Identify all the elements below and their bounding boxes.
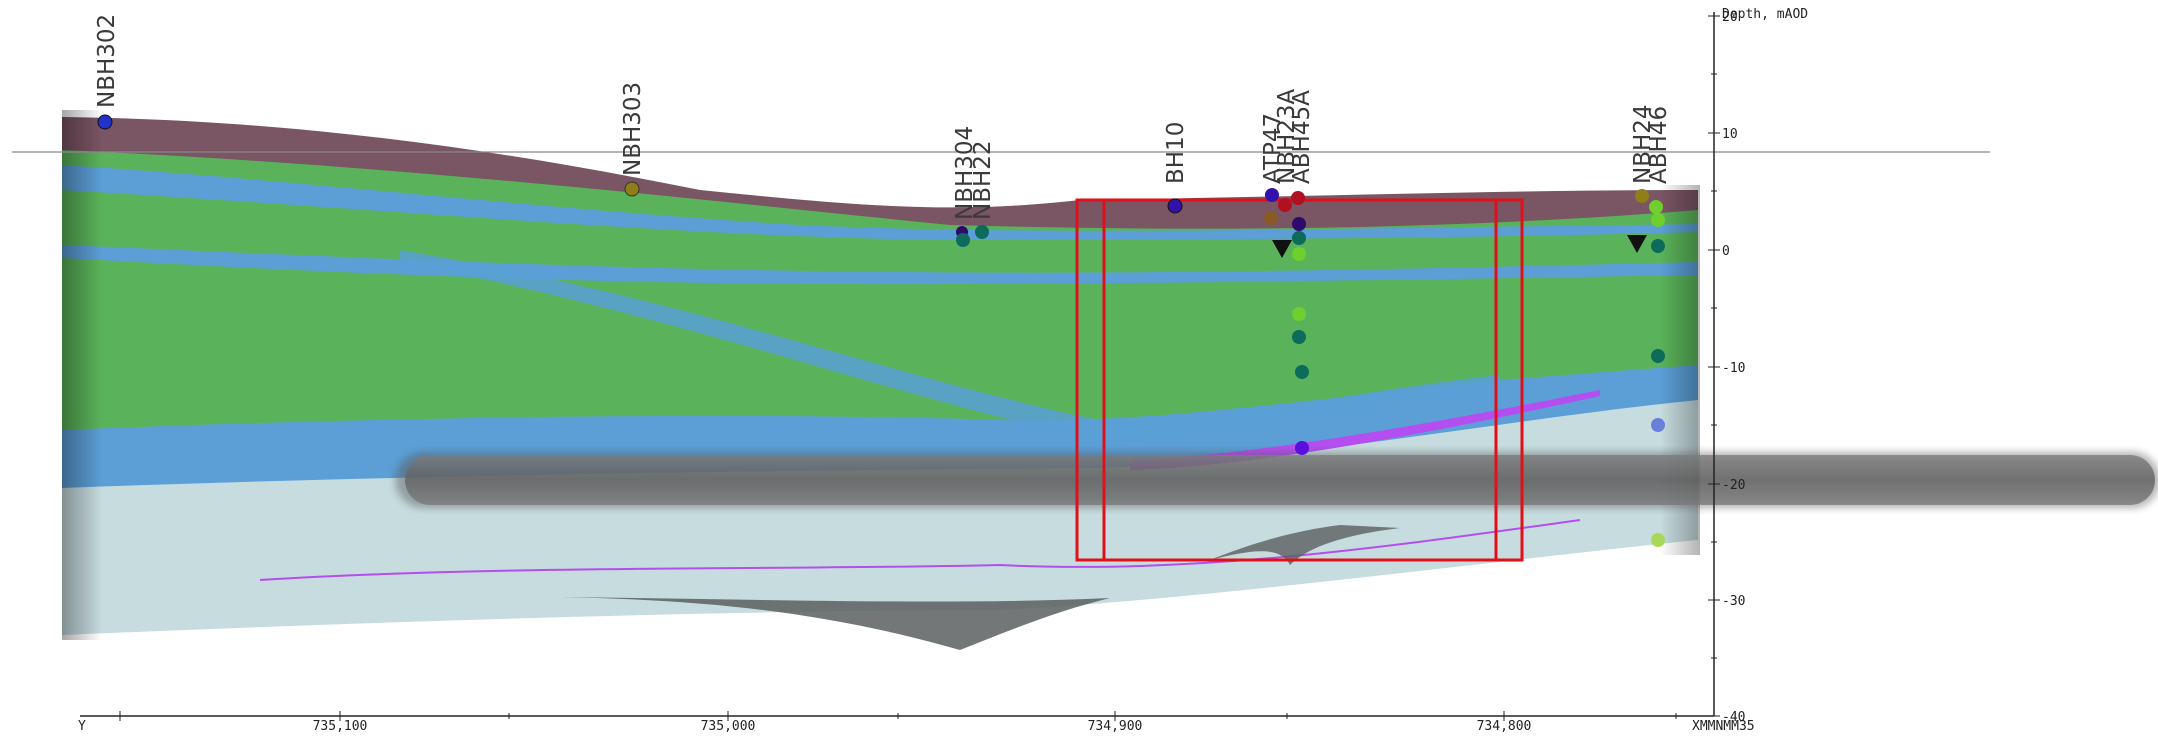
artefact-lower (560, 597, 1110, 650)
borehole-label[interactable]: ABH45A (1289, 90, 1315, 184)
borehole-label[interactable]: NBH24 (1630, 104, 1656, 184)
coordinate-start-label: Y (78, 719, 86, 734)
bh-marker[interactable] (1651, 213, 1665, 227)
cylinder-body (405, 455, 2155, 505)
bh-marker[interactable] (1295, 441, 1309, 455)
bh-marker[interactable] (1291, 191, 1305, 205)
borehole-label[interactable]: NBH303 (620, 82, 646, 176)
coordinate-tick-label: 734,800 (1477, 719, 1532, 734)
borehole-label[interactable]: NBH22 (970, 140, 996, 220)
section-left-shade (62, 110, 102, 640)
coordinate-tick-label: 734,900 (1088, 719, 1143, 734)
coordinate-axis: Y 735,100 735,000 734,900 734,800 XMMNMM… (78, 711, 1755, 734)
borehole-labels: NBH302 NBH303 NBH304 NBH22 BH10 ATP47 NB… (94, 14, 1672, 220)
depth-tick-label: -10 (1722, 361, 1745, 376)
bh-marker[interactable] (1292, 231, 1306, 245)
bh-marker[interactable] (1264, 211, 1278, 225)
water-level-icon (1627, 235, 1647, 253)
depth-tick-label: 10 (1722, 127, 1738, 142)
bh-marker[interactable] (1651, 239, 1665, 253)
bh-marker[interactable] (1292, 247, 1306, 261)
bh-marker[interactable] (956, 233, 970, 247)
bh-marker[interactable] (1649, 200, 1663, 214)
bh-marker[interactable] (1651, 349, 1665, 363)
borehole-label[interactable]: NBH304 (952, 126, 978, 220)
artefact-upper (1210, 525, 1400, 565)
layer-sand-upper (62, 165, 1698, 240)
water-level-icon (1272, 240, 1292, 258)
bh-marker[interactable] (1292, 217, 1306, 231)
coordinate-end-label: XMMNMM35 (1692, 719, 1755, 734)
layer-clay (62, 150, 1698, 464)
depth-tick-label: -30 (1722, 594, 1745, 609)
bh-marker[interactable] (1167, 198, 1183, 214)
bh-marker[interactable] (1292, 307, 1306, 321)
layer-marker-line (259, 519, 1581, 581)
borehole-label[interactable]: ATP47 (1260, 113, 1286, 184)
bh-marker[interactable] (1651, 418, 1665, 432)
depth-tick-label: -20 (1722, 478, 1745, 493)
coordinate-tick-label: 735,000 (701, 719, 756, 734)
coordinate-ticks (119, 711, 1677, 721)
depth-tick-label: 20 (1722, 10, 1738, 25)
borehole-label[interactable]: NBH302 (94, 14, 120, 108)
bh-marker[interactable] (1651, 533, 1665, 547)
bh-marker[interactable] (1278, 198, 1292, 212)
depth-tick-label: 0 (1722, 244, 1730, 259)
depth-axis-title: Depth, mAOD (1722, 7, 1808, 22)
bh-marker[interactable] (97, 114, 113, 130)
bh-marker[interactable] (1635, 189, 1649, 203)
coordinate-tick-label: 735,100 (313, 719, 368, 734)
layer-sand-channel (400, 250, 1500, 441)
surface-artefacts (560, 525, 1400, 650)
bh-marker[interactable] (1295, 365, 1309, 379)
borehole-label[interactable]: NBH23A (1274, 88, 1300, 184)
bh-marker[interactable] (1265, 188, 1279, 202)
depth-axis: Depth, mAOD 20 10 0 -10 -20 -30 -40 (1708, 7, 1808, 725)
depth-tick-label: -40 (1722, 710, 1745, 725)
bh-marker[interactable] (1292, 330, 1306, 344)
cylinder-overlay (395, 452, 2158, 508)
borehole-markers (97, 114, 1665, 547)
borehole-label[interactable]: BH10 (1163, 122, 1189, 184)
bh-marker[interactable] (975, 225, 989, 239)
borehole-label[interactable]: ABH46 (1646, 106, 1672, 184)
bh-marker[interactable] (624, 181, 640, 197)
